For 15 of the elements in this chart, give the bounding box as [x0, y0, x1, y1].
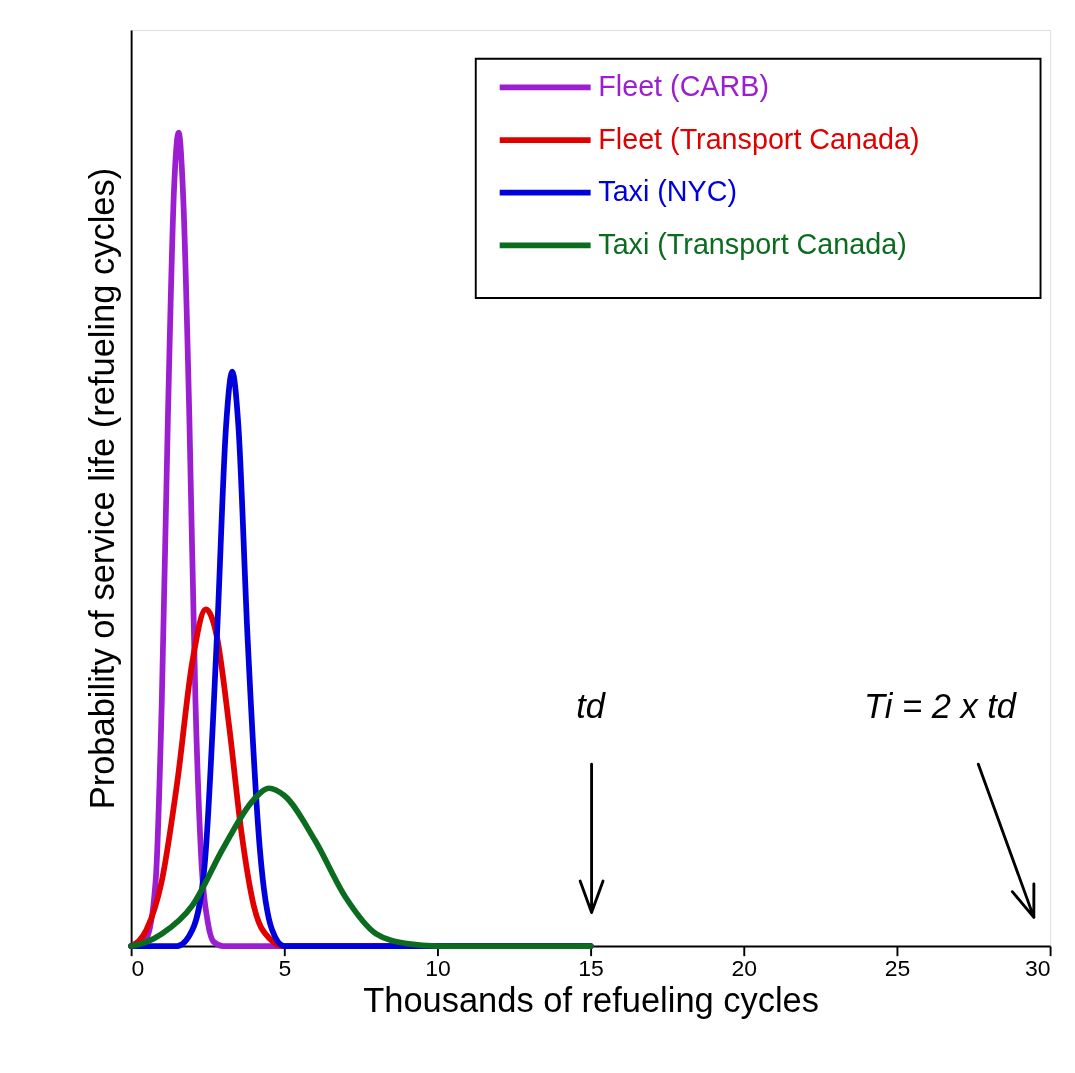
- legend-label: Fleet (CARB): [598, 70, 769, 103]
- x-axis-title: Thousands of refueling cycles: [363, 980, 820, 1019]
- legend-label: Taxi (Transport Canada): [598, 227, 907, 260]
- annotation: td: [576, 687, 607, 726]
- annotation: Ti = 2 x td: [864, 687, 1018, 726]
- x-tick-label: 25: [884, 955, 911, 982]
- legend-label: Fleet (Transport Canada): [598, 122, 920, 155]
- x-tick-label: 10: [425, 955, 451, 982]
- x-tick-label: 15: [578, 955, 604, 982]
- legend-label: Taxi (NYC): [598, 175, 738, 208]
- x-tick-label: 20: [731, 955, 758, 982]
- x-tick-label: 0: [131, 955, 145, 982]
- y-axis-title: Probability of service life (refueling cycles): [83, 167, 122, 810]
- x-tick-label: 5: [278, 955, 292, 982]
- x-tick-label: 30: [1025, 955, 1051, 982]
